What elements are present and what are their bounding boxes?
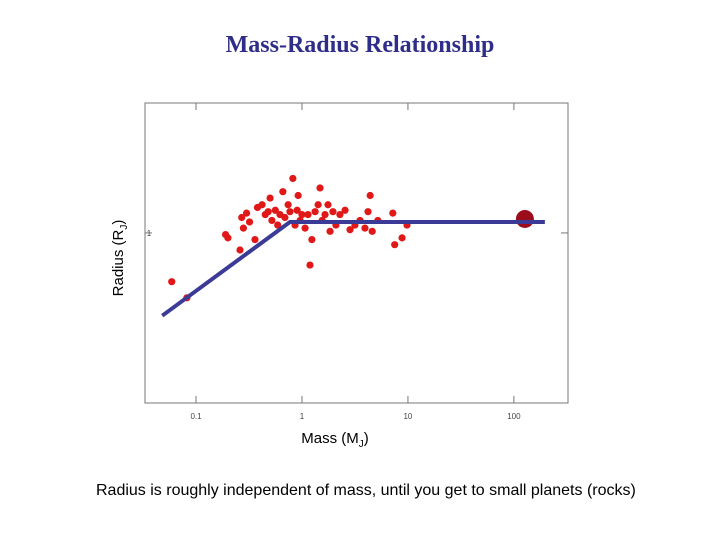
planet-point: [238, 213, 246, 222]
planet-point: [274, 221, 282, 229]
planet-point: [266, 194, 274, 202]
planet-point: [279, 188, 287, 196]
x-tick-label: 1: [300, 412, 305, 421]
planet-point: [321, 210, 329, 219]
planet-point: [264, 208, 272, 216]
plot-frame: [144, 102, 569, 404]
planet-point: [341, 206, 349, 214]
planet-point: [258, 201, 266, 209]
planet-point: [366, 191, 374, 200]
planet-point: [289, 174, 297, 183]
planet-point: [346, 226, 354, 234]
x-label-part: Mass (M: [301, 430, 359, 447]
planet-point: [168, 278, 176, 286]
x-axis-label: Mass (MJ): [301, 430, 369, 450]
planet-point: [293, 206, 301, 214]
fit-line: [161, 219, 545, 318]
planet-point: [251, 235, 259, 244]
planet-point: [398, 234, 406, 242]
planet-point: [298, 210, 306, 219]
x-tick-label: 100: [507, 412, 521, 421]
y-label-sub: J: [119, 225, 130, 230]
planet-point: [329, 208, 337, 216]
x-tick-label: 0.1: [190, 412, 202, 421]
planet-point: [391, 241, 399, 249]
planet-point: [324, 201, 332, 209]
planet-point: [364, 208, 372, 216]
y-label-part: Radius (R: [110, 229, 127, 296]
planet-point: [268, 216, 276, 225]
y-axis-label: Radius (RJ): [110, 220, 130, 297]
planet-point: [515, 209, 534, 228]
planet-point: [286, 208, 294, 216]
planet-point: [314, 201, 322, 209]
planet-point: [281, 213, 289, 222]
planet-point: [308, 235, 316, 244]
planet-point: [224, 234, 232, 242]
y-tick-label: 1: [147, 229, 152, 238]
planet-point: [304, 210, 312, 219]
planet-point: [245, 218, 254, 226]
planet-point: [239, 224, 248, 232]
x-label-part: ): [364, 430, 369, 447]
planet-point: [389, 209, 397, 217]
planet-point: [242, 209, 251, 217]
planet-point: [336, 210, 344, 219]
planet-point: [316, 184, 324, 192]
planet-point: [311, 208, 319, 216]
planet-point: [294, 191, 302, 200]
planet-point: [368, 227, 376, 235]
planet-point: [326, 227, 334, 235]
x-label-sub: J: [359, 439, 364, 450]
caption: Radius is roughly independent of mass, u…: [96, 482, 636, 499]
chart-title: Mass-Radius Relationship: [226, 32, 495, 58]
y-label-part: ): [110, 220, 127, 225]
x-tick-label: 10: [403, 412, 412, 421]
planet-point: [361, 224, 369, 232]
planet-point: [301, 224, 309, 232]
planet-point: [306, 261, 314, 269]
planet-point: [236, 246, 244, 254]
planet-point: [284, 201, 292, 209]
planet-point: [271, 206, 279, 214]
